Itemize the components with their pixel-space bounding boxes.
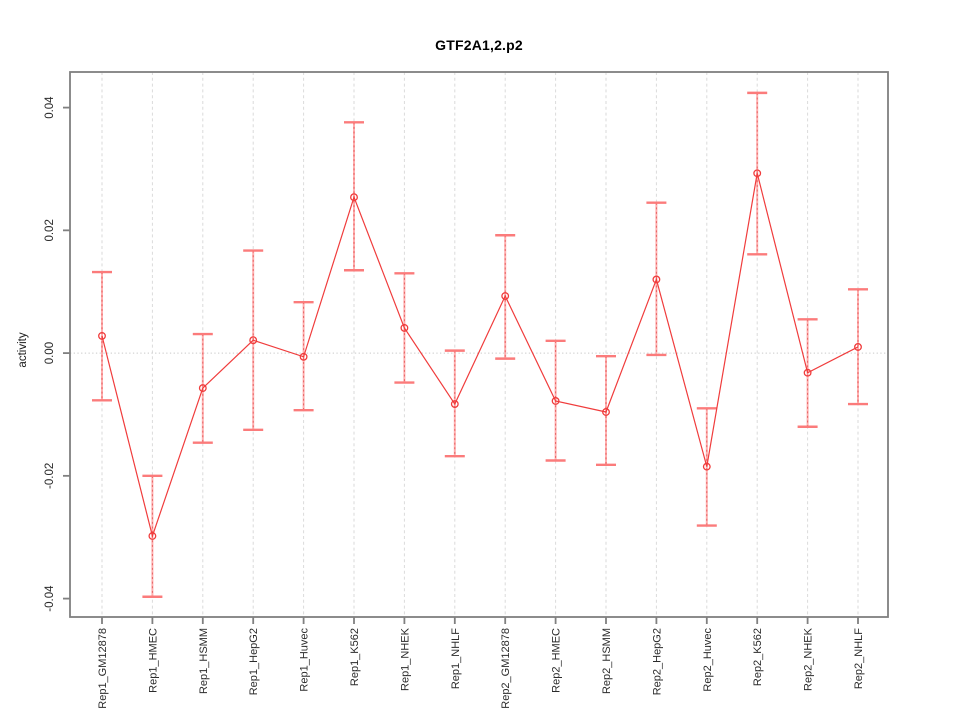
data-point bbox=[551, 397, 560, 405]
x-tick-label: Rep2_Huvec bbox=[702, 628, 714, 692]
data-point bbox=[400, 323, 409, 332]
x-tick-label: Rep2_NHEK bbox=[803, 627, 815, 691]
data-point bbox=[854, 343, 862, 351]
data-point bbox=[450, 400, 459, 408]
data-line bbox=[101, 173, 859, 539]
x-tick-label: Rep1_HepG2 bbox=[248, 628, 260, 695]
data-point bbox=[702, 462, 711, 471]
y-tick-label: -0.04 bbox=[44, 585, 56, 612]
x-tick-label: Rep2_HepG2 bbox=[651, 628, 663, 695]
y-tick-label: 0.02 bbox=[44, 219, 56, 241]
plot-box bbox=[69, 71, 889, 618]
data-point bbox=[198, 384, 207, 393]
data-point bbox=[148, 532, 157, 540]
data-point bbox=[98, 331, 106, 340]
y-tick-label: -0.02 bbox=[44, 463, 56, 489]
x-tick-label: Rep2_HSMM bbox=[601, 628, 613, 694]
x-tick-label: Rep1_NHEK bbox=[399, 627, 411, 691]
data-point bbox=[753, 169, 762, 178]
data-point bbox=[501, 292, 510, 300]
data-point bbox=[299, 352, 308, 361]
x-tick-label: Rep1_HSMM bbox=[198, 628, 210, 694]
data-point bbox=[249, 336, 258, 345]
data-point bbox=[652, 275, 661, 284]
x-tick-label: Rep1_GM12878 bbox=[97, 628, 109, 709]
y-tick-label: 0.00 bbox=[44, 342, 56, 364]
x-tick-label: Rep1_K562 bbox=[349, 628, 361, 686]
data-point bbox=[602, 408, 610, 416]
y-tick-label: 0.04 bbox=[44, 96, 56, 119]
x-tick-label: Rep1_HMEC bbox=[147, 628, 159, 693]
data-point bbox=[350, 193, 358, 202]
x-tick-label: Rep2_K562 bbox=[752, 628, 764, 686]
x-tick-label: Rep2_HMEC bbox=[551, 628, 563, 693]
x-tick-label: Rep2_GM12878 bbox=[500, 628, 512, 709]
chart-title: GTF2A1,2.p2 bbox=[435, 37, 523, 53]
x-tick-label: Rep2_NHLF bbox=[853, 628, 865, 689]
data-point bbox=[803, 368, 812, 377]
x-tick-label: Rep1_NHLF bbox=[450, 628, 462, 689]
x-tick-label: Rep1_Huvec bbox=[299, 628, 311, 692]
